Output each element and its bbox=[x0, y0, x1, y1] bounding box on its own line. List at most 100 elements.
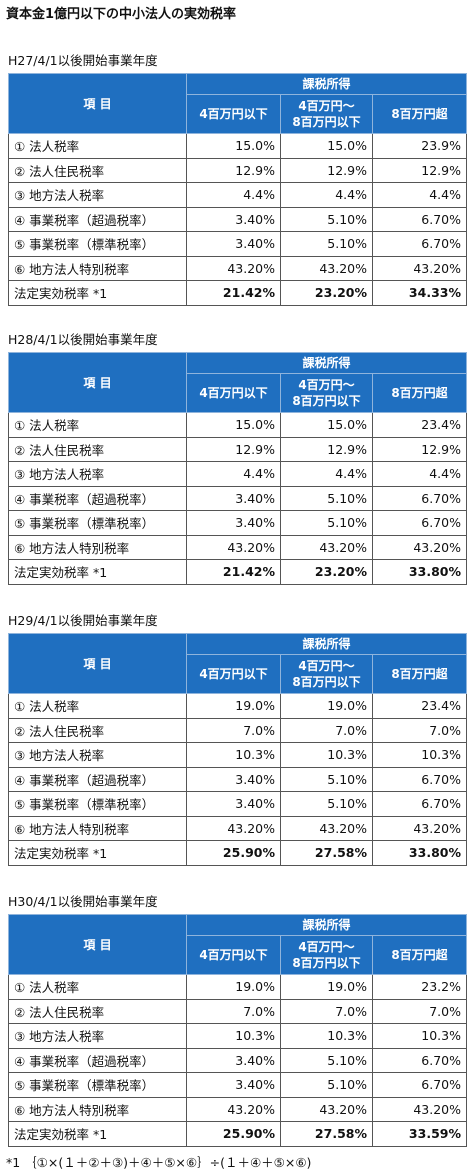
header-row: 項 目課税所得 bbox=[8, 73, 467, 134]
header-row: 4百万円以下 4百万円～ 8百万円以下 8百万円超 bbox=[9, 935, 467, 975]
rate-cell: 3.40% bbox=[186, 766, 281, 792]
rate-cell: 12.9% bbox=[186, 157, 281, 183]
row-label: ② 法人住民税率 bbox=[8, 998, 187, 1024]
rate-cell: 5.10% bbox=[280, 766, 373, 792]
rate-cell: 23.20% bbox=[280, 280, 373, 306]
header-row: 4百万円以下 4百万円～ 8百万円以下 8百万円超 bbox=[9, 654, 467, 694]
rate-cell: 27.58% bbox=[280, 840, 373, 866]
rate-table: 項 目課税所得 4百万円以下 4百万円～ 8百万円以下 8百万円超 ① 法人税率 19.0%… bbox=[8, 914, 467, 1147]
rate-cell: 3.40% bbox=[186, 510, 281, 536]
data-row: ② 法人住民税率 12.9% 12.9% 12.9% bbox=[8, 436, 467, 462]
page-title: 資本金1億円以下の中小法人の実効税率 bbox=[6, 7, 237, 22]
rate-cell: 6.70% bbox=[372, 485, 467, 511]
section-heading: H30/4/1以後開始事業年度 bbox=[8, 894, 158, 909]
rate-cell: 6.70% bbox=[372, 206, 467, 232]
rate-cell: 5.10% bbox=[280, 791, 373, 817]
data-row: ③ 地方法人税率 10.3% 10.3% 10.3% bbox=[8, 742, 467, 768]
header-line: 4百万円以下 bbox=[199, 107, 268, 121]
data-row: 法定実効税率 *1 25.90% 27.58% 33.80% bbox=[8, 840, 467, 866]
rate-cell: 10.3% bbox=[280, 1023, 373, 1049]
header-line: 4百万円以下 bbox=[199, 386, 268, 400]
row-label: ⑥ 地方法人特別税率 bbox=[8, 534, 187, 560]
row-label: 法定実効税率 *1 bbox=[8, 559, 187, 585]
rate-cell: 7.0% bbox=[280, 998, 373, 1024]
rate-cell: 43.20% bbox=[372, 1096, 467, 1122]
rate-cell: 4.4% bbox=[280, 461, 373, 487]
rate-cell: 21.42% bbox=[186, 280, 281, 306]
rate-cell: 23.4% bbox=[372, 693, 467, 719]
header-row: 4百万円以下 4百万円～ 8百万円以下 8百万円超 bbox=[9, 373, 467, 413]
rate-cell: 12.9% bbox=[372, 157, 467, 183]
rate-cell: 43.20% bbox=[186, 534, 281, 560]
data-row: ⑤ 事業税率（標準税率） 3.40% 5.10% 6.70% bbox=[8, 791, 467, 817]
section: H27/4/1以後開始事業年度項 目課税所得 4百万円以下 4百万円～ 8百万円以下 8… bbox=[8, 52, 467, 306]
rate-cell: 23.20% bbox=[280, 559, 373, 585]
header-line: 8百万円以下 bbox=[292, 956, 361, 970]
rate-cell: 5.10% bbox=[280, 1047, 373, 1073]
rate-cell: 12.9% bbox=[372, 436, 467, 462]
rate-table: 項 目課税所得 4百万円以下 4百万円～ 8百万円以下 8百万円超 ① 法人税率 15.0%… bbox=[8, 73, 467, 306]
rate-cell: 5.10% bbox=[280, 231, 373, 257]
rate-cell: 10.3% bbox=[186, 742, 281, 768]
row-label: ② 法人住民税率 bbox=[8, 157, 187, 183]
column-header: 4百万円～ 8百万円以下 bbox=[280, 935, 373, 975]
rate-cell: 25.90% bbox=[186, 1121, 281, 1147]
data-row: ④ 事業税率（超過税率） 3.40% 5.10% 6.70% bbox=[8, 766, 467, 792]
row-label: ④ 事業税率（超過税率） bbox=[8, 766, 187, 792]
rate-cell: 23.9% bbox=[372, 133, 467, 159]
rate-cell: 33.80% bbox=[372, 559, 467, 585]
group-header: 課税所得 bbox=[186, 73, 467, 95]
rate-cell: 10.3% bbox=[280, 742, 373, 768]
rate-cell: 5.10% bbox=[280, 510, 373, 536]
rate-cell: 7.0% bbox=[186, 998, 281, 1024]
rate-cell: 3.40% bbox=[186, 485, 281, 511]
row-label: ⑤ 事業税率（標準税率） bbox=[8, 1072, 187, 1098]
rate-cell: 23.4% bbox=[372, 412, 467, 438]
rate-cell: 6.70% bbox=[372, 510, 467, 536]
data-row: ⑤ 事業税率（標準税率） 3.40% 5.10% 6.70% bbox=[8, 510, 467, 536]
footnote: *1 ｛①×(１＋②＋③)＋④＋⑤×⑥｝÷(１＋④＋⑤×⑥) bbox=[6, 1155, 312, 1170]
rate-table: 項 目課税所得 4百万円以下 4百万円～ 8百万円以下 8百万円超 ① 法人税率 19.0%… bbox=[8, 633, 467, 866]
row-label: ① 法人税率 bbox=[8, 974, 187, 1000]
item-header: 項 目 bbox=[8, 914, 187, 975]
data-row: ① 法人税率 15.0% 15.0% 23.9% bbox=[8, 133, 467, 159]
header-line: 4百万円～ bbox=[298, 378, 355, 392]
section-heading: H27/4/1以後開始事業年度 bbox=[8, 53, 158, 68]
row-label: ⑤ 事業税率（標準税率） bbox=[8, 791, 187, 817]
data-row: ③ 地方法人税率 4.4% 4.4% 4.4% bbox=[8, 461, 467, 487]
rate-cell: 19.0% bbox=[280, 693, 373, 719]
rate-cell: 4.4% bbox=[186, 182, 281, 208]
row-label: ① 法人税率 bbox=[8, 412, 187, 438]
data-row: 法定実効税率 *1 25.90% 27.58% 33.59% bbox=[8, 1121, 467, 1147]
row-label: ④ 事業税率（超過税率） bbox=[8, 1047, 187, 1073]
data-row: ⑥ 地方法人特別税率 43.20% 43.20% 43.20% bbox=[8, 255, 467, 281]
rate-table: 項 目課税所得 4百万円以下 4百万円～ 8百万円以下 8百万円超 ① 法人税率 15.0%… bbox=[8, 352, 467, 585]
data-row: ⑥ 地方法人特別税率 43.20% 43.20% 43.20% bbox=[8, 815, 467, 841]
column-header: 4百万円～ 8百万円以下 bbox=[280, 94, 373, 134]
header-row: 4百万円以下 4百万円～ 8百万円以下 8百万円超 bbox=[9, 94, 467, 134]
rate-cell: 43.20% bbox=[280, 534, 373, 560]
rate-cell: 6.70% bbox=[372, 1072, 467, 1098]
row-label: ⑥ 地方法人特別税率 bbox=[8, 815, 187, 841]
data-row: ⑤ 事業税率（標準税率） 3.40% 5.10% 6.70% bbox=[8, 1072, 467, 1098]
rate-cell: 7.0% bbox=[372, 998, 467, 1024]
rate-cell: 3.40% bbox=[186, 791, 281, 817]
header-line: 4百万円～ bbox=[298, 659, 355, 673]
rate-cell: 21.42% bbox=[186, 559, 281, 585]
rate-cell: 23.2% bbox=[372, 974, 467, 1000]
rate-cell: 19.0% bbox=[280, 974, 373, 1000]
header-line: 8百万円以下 bbox=[292, 394, 361, 408]
data-row: 法定実効税率 *1 21.42% 23.20% 33.80% bbox=[8, 559, 467, 585]
header-line: 8百万円超 bbox=[391, 107, 448, 121]
rate-cell: 5.10% bbox=[280, 1072, 373, 1098]
rate-cell: 33.80% bbox=[372, 840, 467, 866]
section: H28/4/1以後開始事業年度項 目課税所得 4百万円以下 4百万円～ 8百万円以下 8… bbox=[8, 331, 467, 585]
header-row: 項 目課税所得 bbox=[8, 914, 467, 975]
header-row: 項 目課税所得 bbox=[8, 633, 467, 694]
row-label: ② 法人住民税率 bbox=[8, 436, 187, 462]
data-row: 法定実効税率 *1 21.42% 23.20% 34.33% bbox=[8, 280, 467, 306]
rate-cell: 5.10% bbox=[280, 206, 373, 232]
group-header: 課税所得 bbox=[186, 914, 467, 936]
rate-cell: 33.59% bbox=[372, 1121, 467, 1147]
